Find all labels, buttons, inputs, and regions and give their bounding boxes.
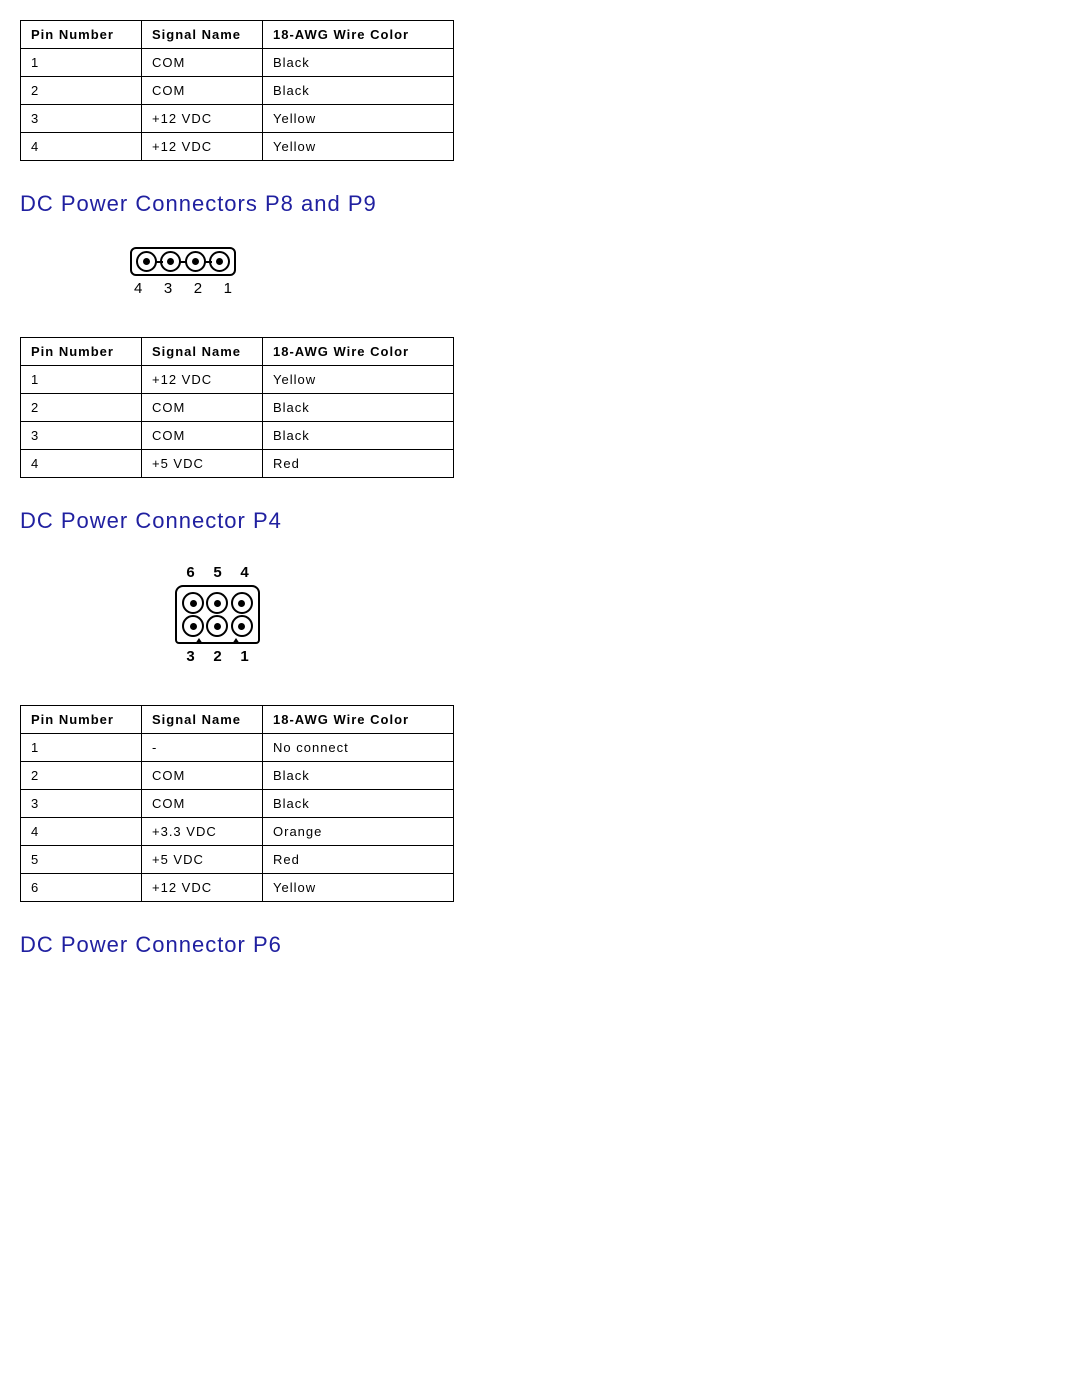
connector-pin-icon: [231, 615, 253, 637]
table-row: 4+5 VDCRed: [21, 450, 454, 478]
table-header-row: Pin Number Signal Name 18-AWG Wire Color: [21, 338, 454, 366]
connector-pin-icon: [160, 251, 181, 272]
connector-notch-icon: [232, 638, 240, 644]
pinout-table-3: Pin Number Signal Name 18-AWG Wire Color…: [20, 705, 454, 902]
pin-label: 2: [213, 648, 221, 665]
pin-label: 5: [213, 564, 221, 581]
heading-p4: DC Power Connector P4: [20, 508, 1060, 534]
col-header-pin: Pin Number: [21, 706, 142, 734]
col-header-wire: 18-AWG Wire Color: [263, 21, 454, 49]
table-row: 3COMBlack: [21, 790, 454, 818]
table-row: 1-No connect: [21, 734, 454, 762]
pin-label: 3: [186, 648, 194, 665]
table-row: 1COMBlack: [21, 49, 454, 77]
connector-notch-icon: [195, 638, 203, 644]
table-row: 4+12 VDCYellow: [21, 133, 454, 161]
col-header-pin: Pin Number: [21, 338, 142, 366]
connector-pin-icon: [185, 251, 206, 272]
pin-label: 4: [134, 280, 142, 297]
col-header-signal: Signal Name: [142, 706, 263, 734]
table-row: 6+12 VDCYellow: [21, 874, 454, 902]
col-header-pin: Pin Number: [21, 21, 142, 49]
heading-p6: DC Power Connector P6: [20, 932, 1060, 958]
connector-pin-icon: [209, 251, 230, 272]
table-row: 5+5 VDCRed: [21, 846, 454, 874]
connector-diagram-4pin: 4 3 2 1: [130, 247, 1060, 297]
connector-pin-icon: [182, 615, 204, 637]
pin-label: 4: [240, 564, 248, 581]
col-header-signal: Signal Name: [142, 21, 263, 49]
connector-pin-icon: [231, 592, 253, 614]
table-row: 3+12 VDCYellow: [21, 105, 454, 133]
connector-pin-icon: [206, 592, 228, 614]
connector-pin-icon: [136, 251, 157, 272]
col-header-wire: 18-AWG Wire Color: [263, 706, 454, 734]
pinout-table-2: Pin Number Signal Name 18-AWG Wire Color…: [20, 337, 454, 478]
pin-label: 6: [186, 564, 194, 581]
pin-label: 3: [164, 280, 172, 297]
connector-pin-icon: [206, 615, 228, 637]
table-row: 2COMBlack: [21, 77, 454, 105]
connector-pin-icon: [182, 592, 204, 614]
table-row: 2COMBlack: [21, 394, 454, 422]
heading-p8-p9: DC Power Connectors P8 and P9: [20, 191, 1060, 217]
table-row: 2COMBlack: [21, 762, 454, 790]
table-row: 4+3.3 VDCOrange: [21, 818, 454, 846]
col-header-signal: Signal Name: [142, 338, 263, 366]
connector-diagram-6pin: 6 5 4 3 2 1: [175, 564, 260, 665]
pin-label: 1: [240, 648, 248, 665]
pinout-table-1: Pin Number Signal Name 18-AWG Wire Color…: [20, 20, 454, 161]
pin-label: 2: [194, 280, 202, 297]
col-header-wire: 18-AWG Wire Color: [263, 338, 454, 366]
table-header-row: Pin Number Signal Name 18-AWG Wire Color: [21, 706, 454, 734]
table-row: 3COMBlack: [21, 422, 454, 450]
pin-label: 1: [224, 280, 232, 297]
table-header-row: Pin Number Signal Name 18-AWG Wire Color: [21, 21, 454, 49]
table-row: 1+12 VDCYellow: [21, 366, 454, 394]
